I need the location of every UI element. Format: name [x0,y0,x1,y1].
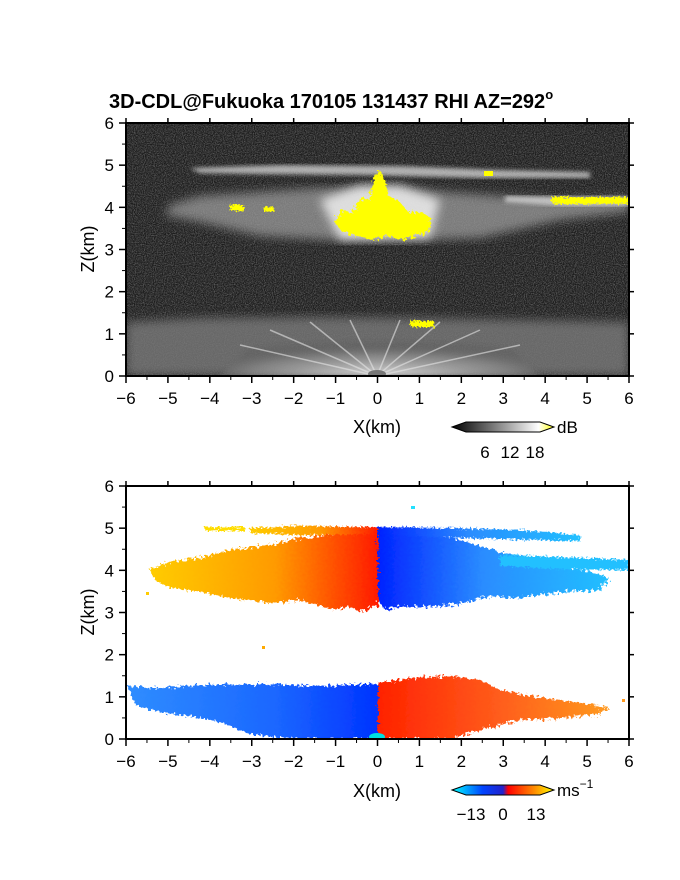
x-tick-label: 6 [624,752,633,771]
unit-base: ms [557,781,580,800]
chart-title: 3D-CDL@Fukuoka 170105 131437 RHI AZ=292o [109,87,553,113]
velocity-colorbar: ms−1 −13 0 13 [450,777,594,824]
velocity-axes: −6 −5 −4 −3 −2 −1 0 1 2 3 4 5 6 0 1 2 3 4 5 6 [105,477,634,771]
x-tick-label: −6 [116,752,135,771]
colorbar-tick: 18 [526,443,545,462]
colorbar-tick: 6 [480,443,489,462]
x-tick-label: −6 [116,389,135,408]
y-tick-label: 5 [105,519,114,538]
reflectivity-xlabel: X(km) [353,417,401,437]
x-tick-label: 1 [415,389,424,408]
y-tick-label: 1 [105,325,114,344]
y-tick-label: 6 [105,114,114,133]
x-tick-label: −2 [284,752,303,771]
x-tick-label: −5 [158,389,177,408]
x-tick-label: −3 [242,752,261,771]
y-tick-label: 2 [105,283,114,302]
x-tick-label: 0 [373,389,382,408]
velocity-panel: −6 −5 −4 −3 −2 −1 0 1 2 3 4 5 6 0 1 2 3 4 5 6 X(km) Z(km) m… [78,477,634,824]
reflectivity-ylabel: Z(km) [78,226,98,273]
beam-rays [239,319,521,376]
unit-exponent: −1 [580,777,594,791]
y-tick-label: 2 [105,646,114,665]
x-tick-label: −2 [284,389,303,408]
colorbar-unit-db: dB [557,418,578,437]
y-tick-label: 3 [105,604,114,623]
x-tick-label: −3 [242,389,261,408]
yellow-core [335,170,432,240]
reflectivity-colorbar: dB 6 12 18 [450,418,578,462]
y-tick-label: 1 [105,688,114,707]
y-tick-label: 6 [105,477,114,496]
x-tick-label: −1 [326,752,345,771]
title-degree: o [545,87,553,102]
y-tick-label: 4 [105,198,114,217]
y-tick-label: 4 [105,561,114,580]
y-tick-label: 3 [105,241,114,260]
colorbar-tick: −13 [457,805,486,824]
y-tick-label: 0 [105,730,114,749]
x-tick-label: 3 [499,752,508,771]
x-tick-label: 0 [373,752,382,771]
x-tick-label: −1 [326,389,345,408]
x-tick-label: 6 [624,389,633,408]
reflectivity-axes: −6 −5 −4 −3 −2 −1 0 1 2 3 4 5 6 0 1 2 3 4 5 6 [105,114,634,408]
reflectivity-field [126,123,629,376]
velocity-ylabel: Z(km) [78,589,98,636]
x-tick-label: 2 [457,389,466,408]
x-tick-label: 5 [582,389,591,408]
colorbar-tick: 0 [498,805,507,824]
x-tick-label: 5 [582,752,591,771]
x-tick-label: −4 [200,389,219,408]
x-tick-label: 2 [457,752,466,771]
x-tick-label: 1 [415,752,424,771]
x-tick-label: −5 [158,752,177,771]
y-tick-label: 0 [105,367,114,386]
x-tick-label: −4 [200,752,219,771]
y-tick-label: 5 [105,156,114,175]
velocity-field [128,506,629,739]
x-tick-label: 3 [499,389,508,408]
colorbar-tick: 13 [527,805,546,824]
colorbar-tick: 12 [501,443,520,462]
x-tick-label: 4 [540,752,549,771]
title-text: 3D-CDL@Fukuoka 170105 131437 RHI AZ=292 [109,91,545,113]
velocity-xlabel: X(km) [353,781,401,801]
x-tick-label: 4 [540,389,549,408]
colorbar-unit-ms: ms−1 [557,777,594,800]
